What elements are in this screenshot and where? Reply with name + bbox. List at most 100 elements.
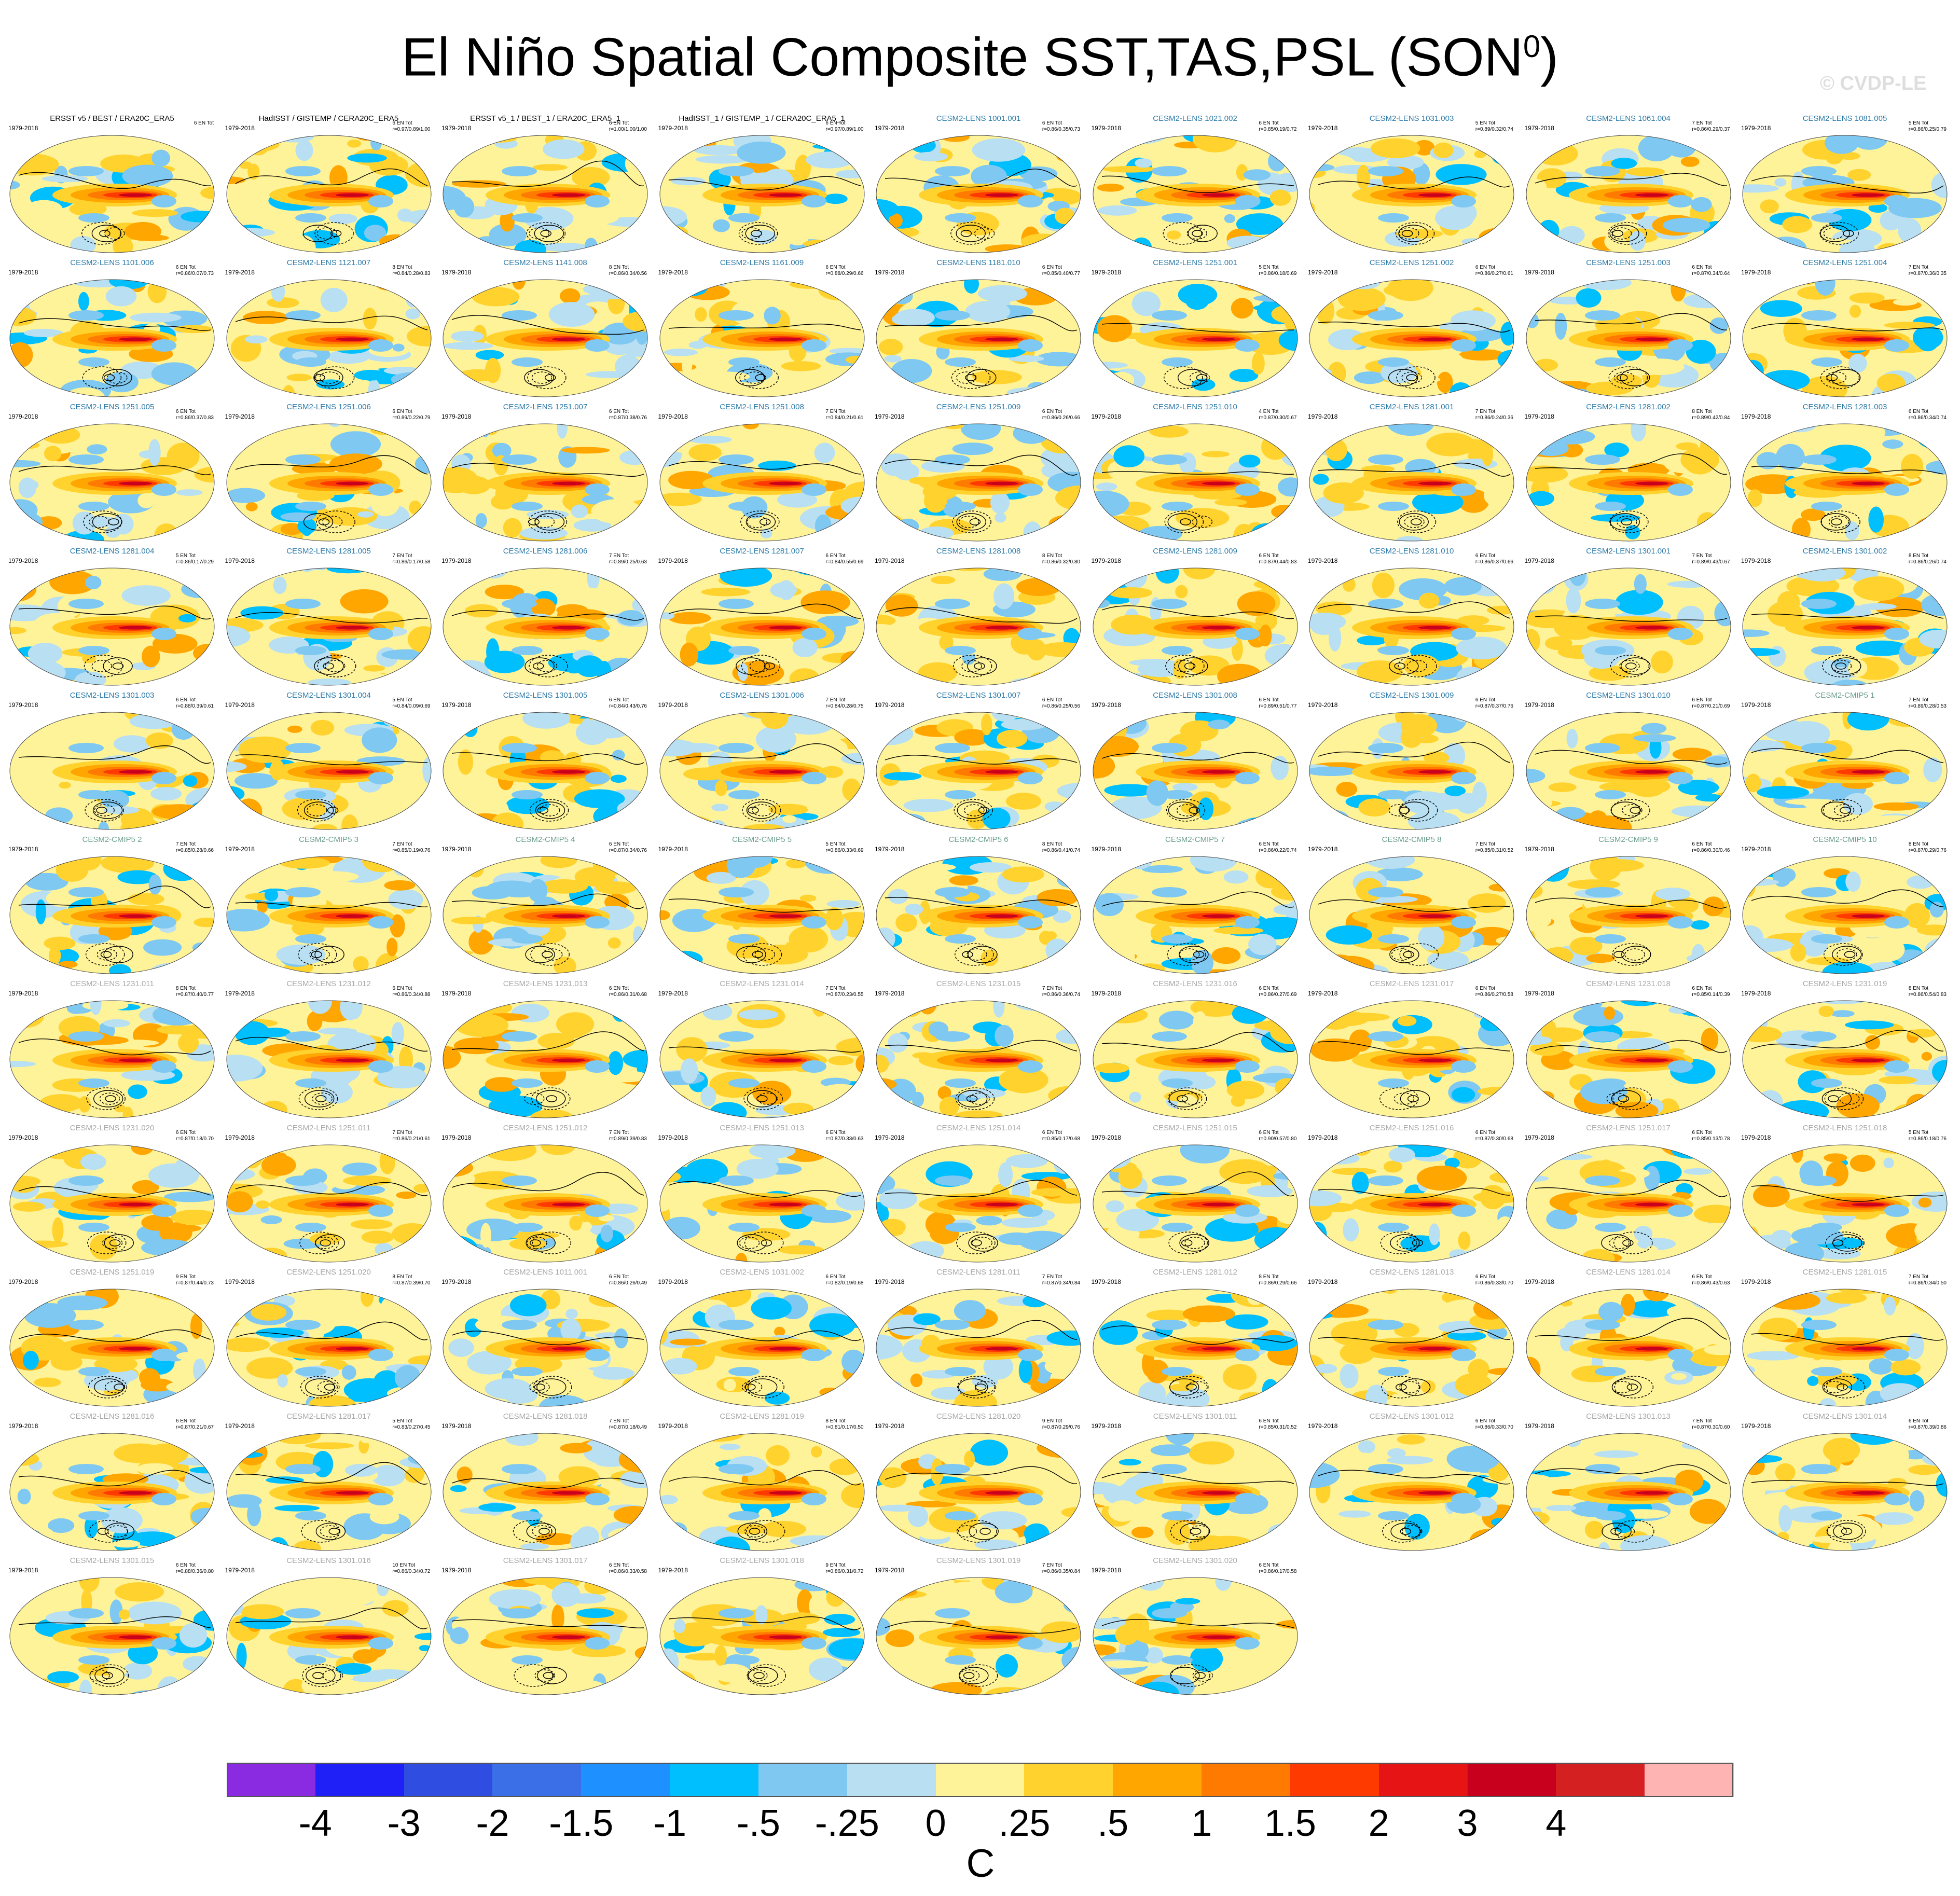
- panel-stats: 6 EN Tot r=0.86/0.30/0.46: [1692, 841, 1730, 854]
- panel-period: 1979-2018: [1091, 1278, 1121, 1285]
- panel-event-count: 6 EN Tot: [1042, 1130, 1062, 1136]
- panel-event-count: 7 EN Tot: [609, 1130, 629, 1136]
- composite-panel: CESM2-LENS 1301.006 1979-2018 7 EN Tot r=0.…: [654, 690, 870, 833]
- panel-stats: 6 EN Tot r=0.85/0.31/0.52: [1259, 1418, 1296, 1431]
- panel-event-count: 6 EN Tot: [1259, 1562, 1279, 1568]
- composite-map: [876, 135, 1081, 253]
- panel-event-count: 6 EN Tot: [175, 1130, 196, 1136]
- panel-stats: 8 EN Tot r=0.86/0.26/0.74: [1909, 553, 1947, 565]
- panel-pattern-correlation: r=0.87/0.30/0.67: [1259, 415, 1297, 421]
- panel-stats: 6 EN Tot r=0.87/0.39/0.86: [1909, 1418, 1947, 1431]
- panel-stats: 6 EN Tot r=0.87/0.37/0.76: [1475, 697, 1513, 710]
- panel-period: 1979-2018: [1091, 701, 1121, 709]
- panel-title: CESM2-LENS 1251.005: [70, 403, 155, 411]
- panel-stats: 6 EN Tot r=0.86/0.26/0.66: [1042, 409, 1080, 421]
- panel-pattern-correlation: r=0.87/0.44/0.73: [175, 1280, 214, 1286]
- composite-panel: CESM2-LENS 1231.011 1979-2018 8 EN Tot r=0.…: [4, 978, 220, 1122]
- composite-panel: CESM2-LENS 1251.002 1979-2018 6 EN Tot r=0.…: [1304, 257, 1520, 400]
- panel-title: CESM2-LENS 1281.009: [1153, 547, 1237, 556]
- composite-map: [876, 279, 1081, 397]
- panel-title: CESM2-LENS 1021.002: [1153, 114, 1237, 123]
- panel-event-count: 6 EN Tot: [1259, 1418, 1279, 1424]
- panel-stats: 5 EN Tot r=0.83/0.27/0.45: [392, 1418, 430, 1431]
- composite-panel: CESM2-LENS 1301.008 1979-2018 6 EN Tot r=0.…: [1087, 690, 1303, 833]
- composite-map: [1742, 1289, 1948, 1407]
- panel-period: 1979-2018: [1524, 990, 1554, 997]
- panel-event-count: 9 EN Tot: [175, 1274, 196, 1280]
- composite-panel: CESM2-LENS 1301.011 1979-2018 6 EN Tot r=0.…: [1087, 1411, 1303, 1554]
- panel-event-count: 8 EN Tot: [825, 1418, 846, 1424]
- panel-event-count: 6 EN Tot: [175, 1562, 196, 1568]
- composite-map: [9, 1577, 215, 1695]
- panel-title: CESM2-LENS 1281.016: [70, 1412, 155, 1421]
- panel-stats: 8 EN Tot r=0.87/0.39/0.70: [392, 1274, 430, 1286]
- composite-map: [226, 279, 431, 397]
- composite-map: [876, 1000, 1081, 1118]
- composite-map: [1309, 712, 1514, 830]
- composite-panel: CESM2-CMIP5 6 1979-2018 8 EN Tot r=0.86/0.4…: [871, 834, 1086, 977]
- panel-stats: 8 EN Tot r=0.84/0.28/0.83: [392, 265, 430, 277]
- colorbar-segment: [404, 1763, 493, 1797]
- composite-map: [1093, 135, 1298, 253]
- panel-pattern-correlation: r=0.97/0.89/1.00: [825, 127, 864, 132]
- composite-map: [876, 856, 1081, 974]
- panel-event-count: 6 EN Tot: [1475, 1274, 1496, 1280]
- composite-map: [1742, 1433, 1948, 1551]
- panel-title: CESM2-LENS 1281.006: [503, 547, 588, 556]
- panel-event-count: 7 EN Tot: [1692, 553, 1712, 559]
- panel-pattern-correlation: r=0.85/0.17/0.68: [1042, 1136, 1080, 1142]
- panel-title: CESM2-LENS 1301.018: [720, 1556, 804, 1565]
- panel-event-count: 6 EN Tot: [1692, 1130, 1712, 1136]
- composite-panel: HadISST / GISTEMP / CERA20C_ERA5 1979-201…: [221, 113, 437, 256]
- panel-period: 1979-2018: [441, 990, 472, 997]
- panel-pattern-correlation: r=0.85/0.28/0.66: [175, 848, 214, 853]
- composite-map: [1093, 712, 1298, 830]
- composite-map: [1309, 135, 1514, 253]
- composite-panel: CESM2-LENS 1301.001 1979-2018 7 EN Tot r=0.…: [1521, 546, 1736, 689]
- composite-map: [9, 1000, 215, 1118]
- colorbar-segment: [670, 1763, 759, 1797]
- panel-title: CESM2-LENS 1231.018: [1586, 979, 1671, 988]
- panel-event-count: 5 EN Tot: [1475, 120, 1496, 126]
- panel-period: 1979-2018: [225, 846, 255, 853]
- panel-event-count: 8 EN Tot: [1692, 409, 1712, 414]
- panel-period: 1979-2018: [658, 1278, 688, 1285]
- composite-map: [1309, 279, 1514, 397]
- colorbar-tick-label: -1.5: [549, 1803, 614, 1844]
- panel-period: 1979-2018: [1524, 269, 1554, 276]
- panel-title: CESM2-LENS 1251.008: [720, 403, 804, 411]
- panel-title: CESM2-LENS 1231.020: [70, 1124, 155, 1132]
- composite-panel: CESM2-LENS 1281.006 1979-2018 7 EN Tot r=0.…: [437, 546, 653, 689]
- composite-map: [876, 1433, 1081, 1551]
- panel-event-count: 6 EN Tot: [1259, 986, 1279, 991]
- panel-pattern-correlation: r=0.85/0.13/0.78: [1692, 1136, 1730, 1142]
- composite-panel: CESM2-LENS 1251.017 1979-2018 6 EN Tot r=0.…: [1521, 1123, 1736, 1266]
- panel-pattern-correlation: r=0.86/0.37/0.83: [175, 415, 214, 421]
- panel-title: CESM2-LENS 1281.002: [1586, 403, 1671, 411]
- panel-event-count: 5 EN Tot: [1908, 120, 1929, 126]
- panel-period: 1979-2018: [1741, 1422, 1771, 1430]
- composite-map: [1093, 423, 1298, 542]
- panel-event-count: 6 EN Tot: [175, 265, 196, 270]
- panel-pattern-correlation: r=0.87/0.23/0.55: [825, 992, 864, 998]
- composite-panel: CESM2-LENS 1251.019 1979-2018 9 EN Tot r=0.…: [4, 1267, 220, 1410]
- panel-title: CESM2-LENS 1281.003: [1802, 403, 1887, 411]
- panel-title: CESM2-LENS 1081.005: [1802, 114, 1887, 123]
- panel-pattern-correlation: r=0.97/0.89/1.00: [392, 127, 431, 132]
- composite-map: [1742, 423, 1948, 542]
- panel-stats: 6 EN Tot r=0.97/0.89/1.00: [392, 120, 430, 133]
- panel-event-count: 8 EN Tot: [392, 265, 412, 270]
- panel-stats: 7 EN Tot r=0.86/0.21/0.61: [392, 1130, 430, 1142]
- panel-period: 1979-2018: [225, 124, 255, 132]
- panel-stats: 6 EN Tot r=0.90/0.57/0.80: [1259, 1130, 1296, 1142]
- panel-title: CESM2-CMIP5 5: [731, 835, 792, 844]
- composite-map: [1526, 135, 1731, 253]
- panel-period: 1979-2018: [441, 1278, 472, 1285]
- panel-event-count: 8 EN Tot: [1042, 841, 1062, 847]
- panel-pattern-correlation: r=0.84/0.09/0.69: [392, 703, 431, 709]
- panel-stats: 6 EN Tot r=0.86/0.37/0.83: [176, 409, 214, 421]
- panel-stats: 6 EN Tot r=0.86/0.35/0.73: [1042, 120, 1080, 133]
- composite-panel: CESM2-LENS 1251.008 1979-2018 7 EN Tot r=0.…: [654, 402, 870, 545]
- composite-map: [876, 423, 1081, 542]
- colorbar-tick-label: -2: [476, 1803, 509, 1844]
